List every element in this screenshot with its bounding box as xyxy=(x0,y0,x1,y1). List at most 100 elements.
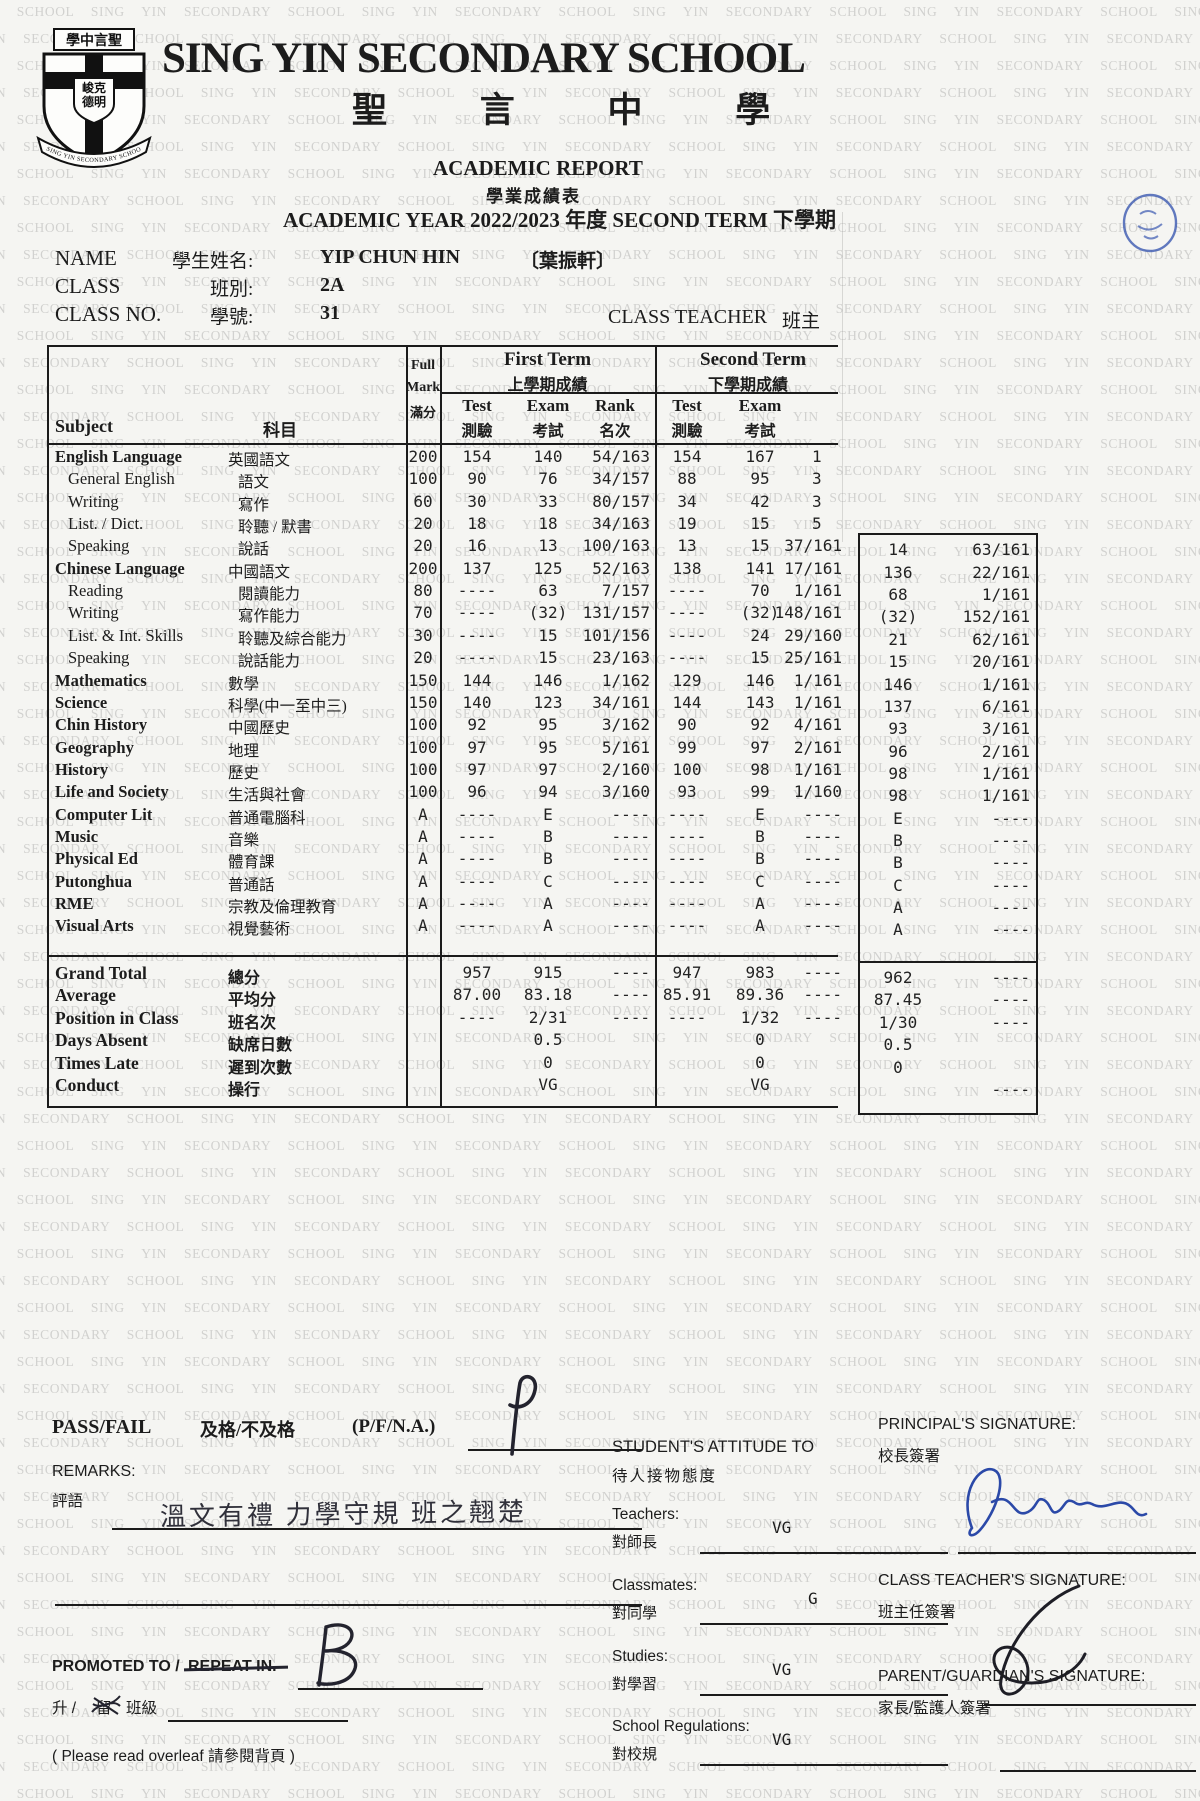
table-hline-termheader xyxy=(440,392,838,394)
watermark-row: SING YIN SECONDARY SCHOOL SING YIN SECON… xyxy=(0,1435,1200,1450)
ft-test-cell: ---- xyxy=(457,603,497,623)
watermark-row: SING YIN SECONDARY SCHOOL SING YIN SECON… xyxy=(0,1462,1200,1477)
overlay-exam-cell: A xyxy=(893,898,903,917)
subject-name-zh: 閱讀能力 xyxy=(238,586,301,604)
st-rank-cell: 5 xyxy=(812,514,822,534)
overlay-border-left xyxy=(858,533,860,1115)
watermark-row: SING YIN SECONDARY SCHOOL SING YIN SECON… xyxy=(0,733,1200,748)
th-ft-exam-en: Exam xyxy=(526,396,570,415)
subject-name-en: Chinese Language xyxy=(55,558,185,578)
ft-test-cell: 18 xyxy=(467,514,487,534)
remarks-line-2 xyxy=(55,1604,642,1606)
watermark-row: SING YIN SECONDARY SCHOOL SING YIN SECON… xyxy=(0,1570,1200,1585)
subject-name-en: Music xyxy=(55,826,99,846)
watermark-row: SING YIN SECONDARY SCHOOL SING YIN SECON… xyxy=(0,1138,1200,1153)
st-test-cell: 99 xyxy=(677,737,697,757)
st-rank-cell: 1/161 xyxy=(793,670,842,690)
parent-signature-label-en: PARENT/GUARDIAN'S SIGNATURE: xyxy=(878,1668,1146,1685)
st-rank-cell: ---- xyxy=(803,804,842,824)
ft-rank-cell: ---- xyxy=(611,985,650,1005)
st-exam-cell: 983 xyxy=(745,963,775,982)
full-mark-cell: 100 xyxy=(408,782,438,802)
subject-name-en: Writing xyxy=(68,491,119,511)
overlay-hline-summary xyxy=(858,961,1038,963)
ft-exam-cell: 0.5 xyxy=(533,1030,563,1050)
academic-year-line: ACADEMIC YEAR 2022/2023 年度 SECOND TERM 下… xyxy=(283,208,837,232)
st-exam-cell: 15 xyxy=(750,514,770,534)
subject-name-en: List. / Dict. xyxy=(68,514,144,534)
crest-motto-line1: 峻克 xyxy=(82,80,106,95)
ft-exam-cell: 2/31 xyxy=(528,1007,568,1027)
ft-exam-cell: A xyxy=(543,894,553,913)
st-exam-cell: A xyxy=(755,894,765,913)
class-teacher-signature-line xyxy=(984,1704,1196,1706)
overlay-rank-cell: ---- xyxy=(991,1012,1030,1032)
overlay-exam-cell: 68 xyxy=(888,585,908,605)
overlay-exam-cell: 146 xyxy=(883,674,913,694)
watermark-row: SING YIN SECONDARY SCHOOL SING YIN SECON… xyxy=(0,463,1200,478)
watermark-row: SING YIN SECONDARY SCHOOL SING YIN SECON… xyxy=(0,490,1200,505)
ft-test-cell: 97 xyxy=(467,737,487,757)
overlay-exam-cell: (32) xyxy=(878,607,918,627)
report-title-en: ACADEMIC REPORT xyxy=(433,156,643,180)
report-title-zh: 學業成績表 xyxy=(486,187,581,206)
principal-signature xyxy=(948,1458,1158,1554)
overlay-rank-cell: ---- xyxy=(991,968,1030,987)
ft-exam-cell: A xyxy=(543,916,553,936)
st-test-cell: ---- xyxy=(667,804,707,824)
ft-exam-cell: 83.18 xyxy=(523,985,573,1005)
st-exam-cell: 0 xyxy=(755,1052,765,1072)
principal-signature-line xyxy=(958,1552,1196,1554)
subject-name-zh: 歷史 xyxy=(228,764,260,782)
overlay-exam-cell: 93 xyxy=(888,719,908,739)
ft-rank-cell: ---- xyxy=(611,894,650,913)
st-rank-cell: ---- xyxy=(803,849,842,869)
full-mark-cell: 20 xyxy=(413,536,433,556)
watermark-row: SING YIN SECONDARY SCHOOL SING YIN SECON… xyxy=(0,1732,1200,1747)
watermark-row: SING YIN SECONDARY SCHOOL SING YIN SECON… xyxy=(0,1246,1200,1261)
subject-name-en: Chin History xyxy=(55,715,148,735)
ft-exam-cell: C xyxy=(543,871,553,891)
summary-label-en: Conduct xyxy=(55,1075,120,1095)
ft-exam-cell: 123 xyxy=(533,692,563,712)
watermark-row: SING YIN SECONDARY SCHOOL SING YIN SECON… xyxy=(0,220,1200,235)
promoted-handwritten-value xyxy=(308,1620,370,1692)
ft-test-cell: 90 xyxy=(467,469,487,489)
watermark-row: SING YIN SECONDARY SCHOOL SING YIN SECON… xyxy=(0,328,1200,343)
table-vline-fullmark-left xyxy=(406,345,408,1108)
subject-name-zh: 寫作能力 xyxy=(238,608,301,626)
st-rank-cell: ---- xyxy=(803,871,842,891)
st-test-cell: ---- xyxy=(667,826,707,846)
full-mark-cell: 150 xyxy=(408,692,438,712)
st-rank-cell: 1/161 xyxy=(793,692,842,712)
full-mark-cell: 20 xyxy=(413,648,433,668)
st-exam-cell: VG xyxy=(750,1075,770,1094)
summary-label-en: Days Absent xyxy=(55,1030,148,1051)
watermark-row: SING YIN SECONDARY SCHOOL SING YIN SECON… xyxy=(0,760,1200,775)
st-test-cell: 19 xyxy=(677,514,697,534)
overlay-rank-cell: ---- xyxy=(991,808,1030,828)
attitude-item-line xyxy=(700,1694,948,1696)
overlay-exam-cell: 1/30 xyxy=(878,1012,918,1032)
subject-name-en: Mathematics xyxy=(55,670,147,690)
class-teacher-signature-label-zh: 班主任簽署 xyxy=(878,1604,956,1621)
watermark-row: SING YIN SECONDARY SCHOOL SING YIN SECON… xyxy=(0,841,1200,856)
subject-name-zh: 普通電腦科 xyxy=(228,809,306,827)
attitude-item-value: G xyxy=(808,1589,818,1608)
promoted-line-zh xyxy=(168,1720,348,1722)
th-subject-en: Subject xyxy=(55,416,113,436)
subject-name-en: Physical Ed xyxy=(55,849,138,869)
overlay-rank-cell: ---- xyxy=(991,830,1030,850)
th-full-2: Mark xyxy=(406,380,441,395)
overlay-rank-cell: ---- xyxy=(991,875,1030,895)
attitude-item-label-en: Studies: xyxy=(612,1648,669,1665)
st-exam-cell: B xyxy=(755,849,765,869)
st-exam-cell: 146 xyxy=(745,670,775,690)
ft-test-cell: ---- xyxy=(457,849,497,869)
st-test-cell: ---- xyxy=(667,894,707,913)
attitude-item-label-en: Teachers: xyxy=(612,1506,680,1523)
st-test-cell: 93 xyxy=(677,782,697,802)
overlay-exam-cell: 0 xyxy=(893,1057,903,1077)
watermark-row: SING YIN SECONDARY SCHOOL SING YIN SECON… xyxy=(0,382,1200,397)
ft-test-cell: ---- xyxy=(457,1007,497,1027)
